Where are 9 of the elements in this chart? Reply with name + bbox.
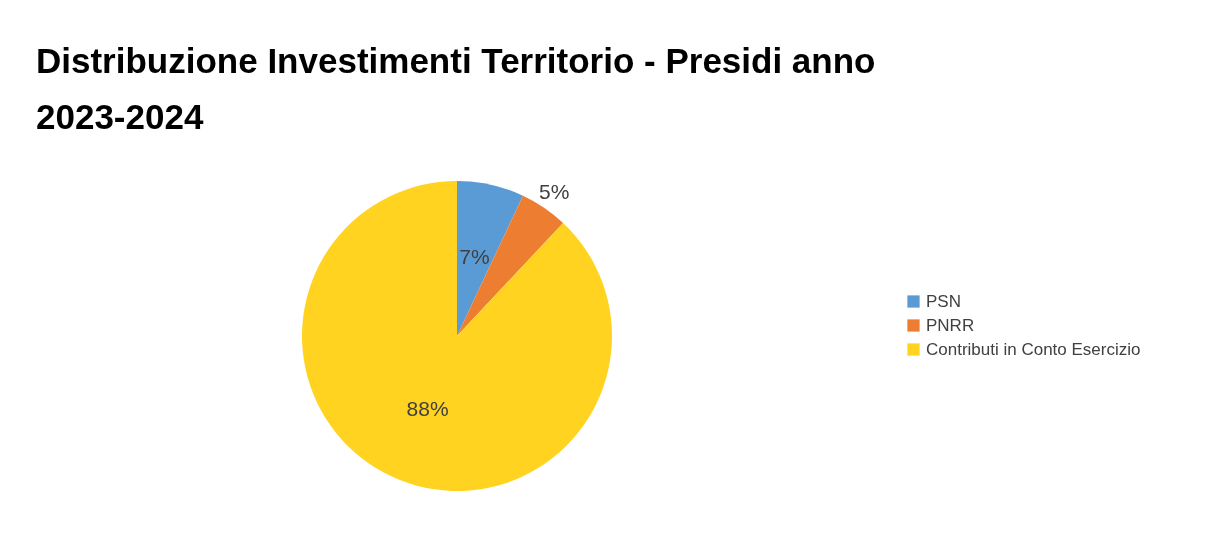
pie-slice	[457, 181, 523, 336]
legend-label: Contributi in Conto Esercizio	[926, 339, 1141, 359]
legend-label: PNRR	[926, 315, 975, 335]
data-label: 5%	[539, 179, 570, 203]
data-label: 88%	[406, 397, 449, 421]
data-label: 7%	[459, 244, 490, 268]
chart-title: Distribuzione Investimenti Territorio - Presidi anno 2023-2024	[36, 41, 876, 136]
pie-slice	[302, 181, 612, 491]
legend-label: PSN	[926, 291, 961, 311]
